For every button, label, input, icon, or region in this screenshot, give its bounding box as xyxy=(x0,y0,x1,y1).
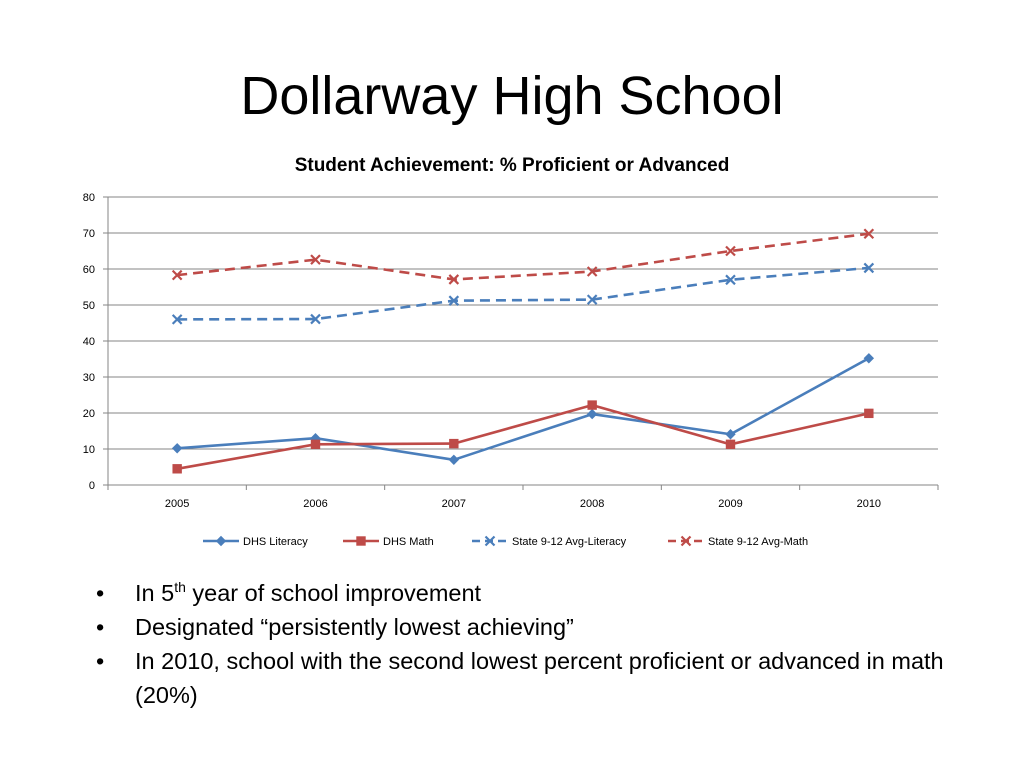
data-point xyxy=(725,245,736,257)
data-point xyxy=(448,295,460,306)
legend-marker xyxy=(215,535,227,547)
data-point xyxy=(725,429,736,440)
series-line xyxy=(176,403,870,471)
series-dhs-literacy xyxy=(171,353,875,466)
series-line xyxy=(177,232,869,281)
line-chart: Student Achievement: % Proficient or Adv… xyxy=(83,155,939,548)
data-point xyxy=(586,294,598,305)
bullet-item: • In 2010, school with the second lowest … xyxy=(96,644,976,712)
data-point xyxy=(725,439,736,450)
bullet-item: • Designated “persistently lowest achievi… xyxy=(96,610,976,644)
data-point xyxy=(863,228,875,239)
data-point xyxy=(171,314,183,325)
data-point xyxy=(310,313,321,325)
series-line xyxy=(177,266,869,321)
y-tick-label: 10 xyxy=(83,444,95,456)
x-tick-label: 2006 xyxy=(303,498,327,510)
series-line xyxy=(177,357,870,462)
y-tick-label: 50 xyxy=(83,300,95,312)
legend-marker xyxy=(680,535,692,547)
bullet-text: Designated “persistently lowest achievin… xyxy=(135,614,574,640)
axes: 0 10 20 30 40 50 60 70 80 2005 2006 2007 2008 2009 201… xyxy=(83,192,939,510)
bullet-list: • In 5th year of school improvement • Desig… xyxy=(96,576,976,712)
legend-item: DHS Literacy xyxy=(203,535,308,548)
legend-label: DHS Math xyxy=(383,536,434,548)
marker-stroke xyxy=(310,313,321,325)
legend-item: State 9-12 Avg-Math xyxy=(668,535,808,548)
data-point xyxy=(171,269,183,281)
bullet-dot-icon: • xyxy=(96,614,105,640)
y-tick-label: 80 xyxy=(83,192,95,204)
legend-label: DHS Literacy xyxy=(243,536,308,548)
legend-item: DHS Math xyxy=(343,536,434,548)
data-point xyxy=(171,443,183,454)
x-tick-label: 2005 xyxy=(165,498,189,510)
legend-marker xyxy=(356,536,366,546)
x-tick-label: 2008 xyxy=(580,498,604,510)
data-point xyxy=(586,408,598,420)
x-tick-label: 2009 xyxy=(718,498,742,510)
bullet-text: In 2010, school with the second lowest p… xyxy=(135,648,944,708)
y-tick-label: 70 xyxy=(83,228,95,240)
gridlines xyxy=(108,196,938,450)
bullet-dot-icon: • xyxy=(96,648,105,674)
marker-stroke xyxy=(171,269,183,281)
marker-stroke xyxy=(484,535,496,547)
marker-stroke xyxy=(448,295,460,306)
bullet-superscript: th xyxy=(174,579,186,596)
marker-stroke xyxy=(448,274,460,285)
y-tick-label: 30 xyxy=(83,372,95,384)
marker-stroke xyxy=(586,294,598,305)
y-tick-label: 40 xyxy=(83,336,95,348)
marker-stroke xyxy=(680,535,692,547)
marker-stroke xyxy=(586,266,598,277)
legend-item: State 9-12 Avg-Literacy xyxy=(472,535,627,548)
data-point xyxy=(863,262,875,274)
marker-stroke xyxy=(171,314,183,325)
bullet-dot-icon: • xyxy=(96,580,105,606)
data-point xyxy=(864,408,874,419)
data-point xyxy=(586,266,598,277)
marker-stroke xyxy=(725,274,736,286)
data-point xyxy=(448,274,460,285)
data-point xyxy=(310,254,321,265)
legend-marker xyxy=(484,535,496,547)
bullet-text: In 5 xyxy=(135,580,175,606)
series-state-9-12-avg-literacy xyxy=(171,262,875,325)
legend-label: State 9-12 Avg-Math xyxy=(708,536,808,548)
data-point xyxy=(172,464,182,474)
data-point xyxy=(863,353,875,364)
slide-title: Dollarway High School xyxy=(240,66,784,126)
data-point xyxy=(449,438,459,449)
data-point xyxy=(725,274,736,286)
marker-stroke xyxy=(863,228,875,239)
chart-title: Student Achievement: % Proficient or Adv… xyxy=(295,155,730,176)
legend: DHS Literacy DHS Math State 9-12 Avg-Liter… xyxy=(203,535,808,548)
bullet-text-suffix: year of school improvement xyxy=(185,580,482,606)
legend-label: State 9-12 Avg-Literacy xyxy=(512,536,627,548)
y-tick-label: 20 xyxy=(83,408,95,420)
y-tick-label: 60 xyxy=(83,264,95,276)
bullet-item: • In 5th year of school improvement xyxy=(96,576,976,610)
series-state-9-12-avg-math xyxy=(171,228,875,285)
series-dhs-math xyxy=(172,400,874,474)
data-point xyxy=(448,454,460,466)
marker-stroke xyxy=(310,254,321,265)
x-tick-label: 2010 xyxy=(857,498,881,510)
marker-stroke xyxy=(725,245,736,257)
series-group xyxy=(171,228,875,474)
marker-stroke xyxy=(863,262,875,274)
x-tick-label: 2007 xyxy=(442,498,466,510)
data-point xyxy=(310,439,321,450)
y-tick-label: 0 xyxy=(89,480,95,492)
data-point xyxy=(587,400,597,410)
